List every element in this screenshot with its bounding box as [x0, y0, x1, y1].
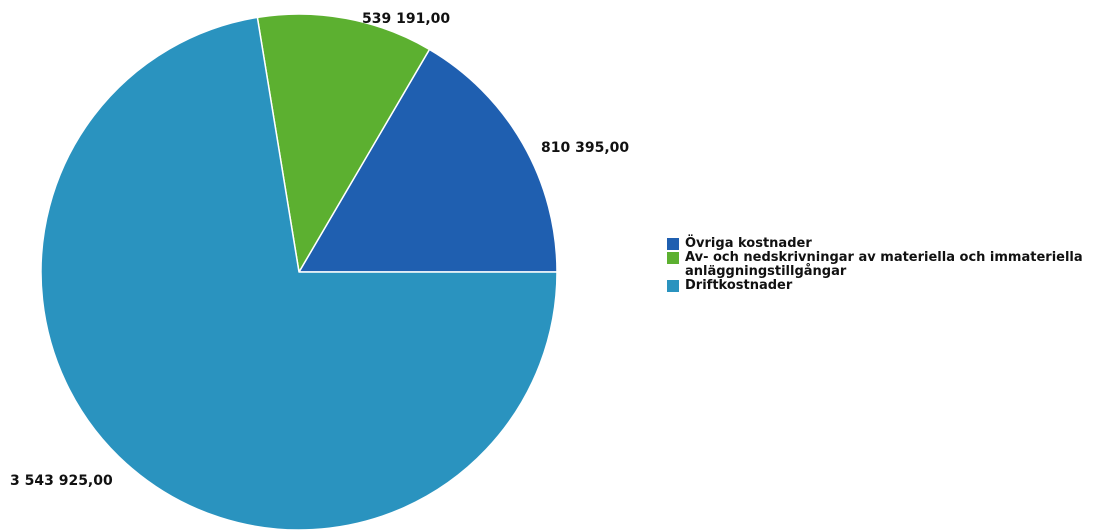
pie-slice-1 [256, 13, 431, 273]
legend-label-ovriga-kostnader: Övriga kostnader [685, 236, 812, 251]
legend: Övriga kostnader Av- och nedskrivningar … [667, 237, 1107, 293]
slice-value-label-1: 539 191,00 [362, 11, 450, 27]
legend-swatch-av-och-nedskrivningar [667, 252, 679, 264]
legend-swatch-ovriga-kostnader [667, 238, 679, 250]
legend-label-av-och-nedskrivningar: Av- och nedskrivningar av materiella och… [685, 250, 1083, 279]
legend-item-ovriga-kostnader: Övriga kostnader [667, 237, 1107, 251]
slice-value-label-2: 3 543 925,00 [10, 473, 113, 489]
legend-label-driftkostnader: Driftkostnader [685, 278, 793, 293]
slice-value-label-0: 810 395,00 [541, 140, 629, 156]
legend-swatch-driftkostnader [667, 280, 679, 292]
legend-item-av-och-nedskrivningar: Av- och nedskrivningar av materiella och… [667, 251, 1107, 279]
legend-item-driftkostnader: Driftkostnader [667, 279, 1107, 293]
pie-slice-0 [298, 48, 558, 273]
pie-slice-2 [40, 16, 558, 531]
